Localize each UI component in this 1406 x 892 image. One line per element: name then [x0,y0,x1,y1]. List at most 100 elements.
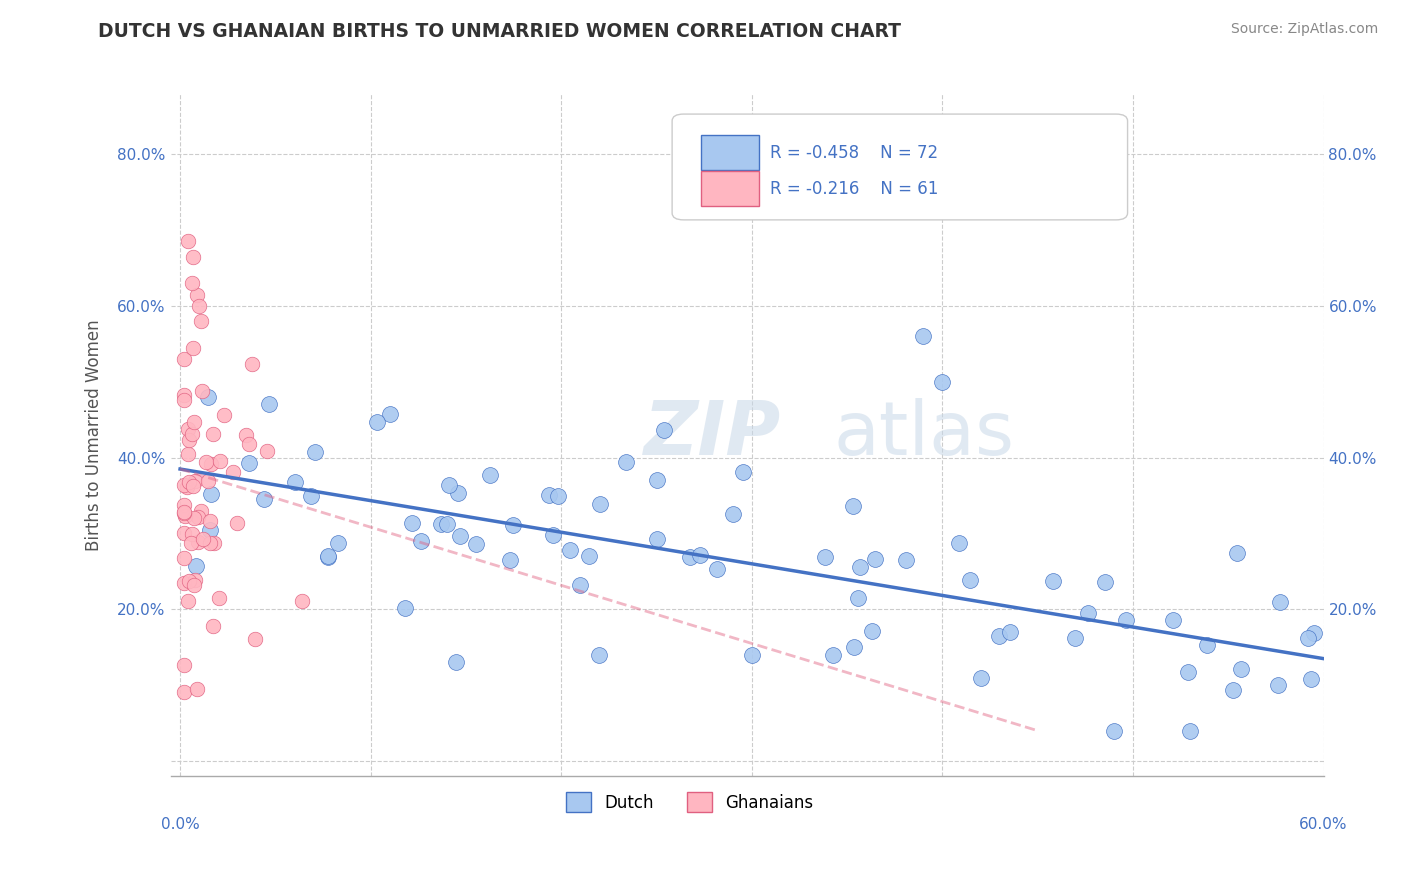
Point [176,480,198,494]
Point [222,465,245,479]
Point [499,553,522,567]
Point [1270,595,1292,609]
Point [238,436,260,450]
Point [1178,723,1201,738]
Point [894,553,917,567]
Point [183,577,205,591]
Point [177,447,200,461]
Point [208,453,231,467]
Point [316,550,339,565]
Point [547,489,569,503]
Point [401,516,423,530]
Point [194,454,217,468]
Point [173,498,195,512]
Point [187,509,209,524]
Point [183,250,205,264]
Y-axis label: Births to Unmarried Women: Births to Unmarried Women [86,319,103,550]
Text: R = -0.216    N = 61: R = -0.216 N = 61 [770,180,938,198]
Text: DUTCH VS GHANAIAN BIRTHS TO UNMARRIED WOMEN CORRELATION CHART: DUTCH VS GHANAIAN BIRTHS TO UNMARRIED WO… [98,22,901,41]
Point [200,514,222,528]
Point [479,467,502,482]
Point [652,423,675,437]
Point [998,625,1021,640]
Point [411,533,433,548]
Point [190,504,212,518]
Text: 60.0%: 60.0% [1299,817,1348,832]
Point [689,548,711,562]
Point [814,549,837,564]
Point [173,550,195,565]
Point [741,648,763,662]
Point [180,426,202,441]
Point [179,574,201,588]
Point [173,507,195,521]
Point [865,552,887,566]
Point [378,407,401,421]
Point [537,488,560,502]
Point [436,516,458,531]
Point [183,415,205,429]
Point [186,535,208,549]
Point [173,685,195,699]
Point [186,287,208,301]
Point [173,526,195,541]
Point [177,422,200,436]
Point [173,576,195,591]
Point [1077,606,1099,620]
Text: atlas: atlas [834,399,1015,471]
Point [200,536,222,550]
Point [177,475,200,489]
Point [447,486,470,500]
Point [846,591,869,605]
Point [173,352,195,367]
Point [959,573,981,587]
Point [186,559,208,574]
Text: 0.0%: 0.0% [160,817,200,832]
Point [183,511,205,525]
Point [179,433,201,447]
Point [464,536,486,550]
Point [197,474,219,488]
Point [235,428,257,442]
Point [304,445,326,459]
Point [181,479,204,493]
Point [860,624,883,638]
Point [1094,575,1116,590]
Point [988,629,1011,643]
Point [226,516,249,530]
Point [394,600,416,615]
Point [328,535,350,549]
Point [190,314,212,328]
Point [197,390,219,404]
Point [706,562,728,576]
Point [912,329,935,343]
Point [614,455,637,469]
Point [173,478,195,492]
Point [588,648,610,662]
Point [1229,662,1251,676]
Point [186,681,208,696]
Point [181,526,204,541]
Text: R = -0.458    N = 72: R = -0.458 N = 72 [770,144,938,162]
Point [177,235,200,249]
Point [238,456,260,470]
Point [560,543,582,558]
Point [588,497,610,511]
FancyBboxPatch shape [672,114,1128,220]
Point [541,528,564,542]
Point [1302,625,1324,640]
Point [198,523,221,537]
Point [721,507,744,521]
Point [291,594,314,608]
Legend: Dutch, Ghanaians: Dutch, Ghanaians [560,785,820,819]
Point [180,535,202,549]
Point [173,505,195,519]
Point [181,341,204,355]
Point [821,648,844,662]
Point [645,473,668,487]
Point [184,475,207,489]
Point [200,487,222,501]
Point [1161,613,1184,627]
Text: Source: ZipAtlas.com: Source: ZipAtlas.com [1230,22,1378,37]
Point [253,491,276,506]
